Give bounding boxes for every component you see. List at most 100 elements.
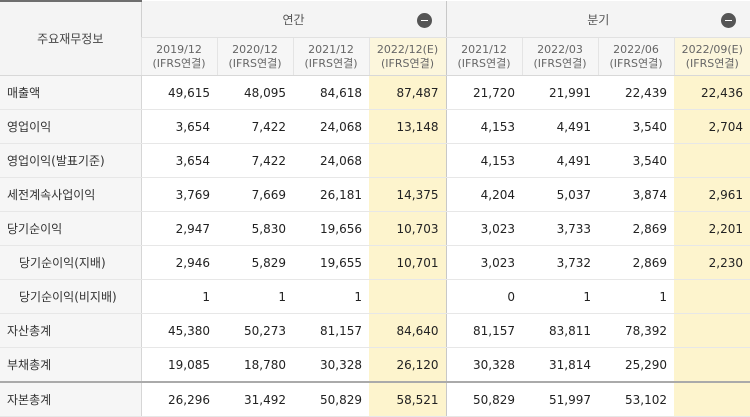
- table-row: 매출액 49,615 48,095 84,618 87,487 21,720 21,991 2…: [0, 75, 750, 110]
- table-row: 자산총계 45,380 50,273 81,157 84,640 81,157 83,811…: [0, 313, 750, 348]
- table-cell: 50,829: [293, 382, 369, 417]
- row-label: 자산총계: [0, 313, 142, 348]
- table-row: 당기순이익(지배) 2,946 5,829 19,655 10,701 3,023 3,73…: [0, 245, 750, 280]
- row-label: 부채총계: [0, 347, 142, 383]
- period-header-0: 2019/12 (IFRS연결): [140, 37, 217, 76]
- table-cell: 84,640: [369, 313, 446, 348]
- table-cell: 48,095: [217, 75, 293, 110]
- table-cell: 1: [141, 279, 217, 314]
- period-header-3: 2022/12(E) (IFRS연결): [368, 37, 446, 76]
- group-label-annual: 연간: [282, 13, 305, 27]
- table-cell: 5,830: [217, 211, 293, 246]
- table-cell: 2,201: [674, 211, 750, 246]
- table-cell: 2,869: [598, 245, 674, 280]
- basis-label: (IFRS연결): [152, 56, 206, 70]
- table-cell: 31,492: [217, 382, 293, 417]
- table-cell: [674, 347, 750, 383]
- period-label: 2021/12: [308, 42, 354, 56]
- table-cell: 3,654: [141, 143, 217, 178]
- period-header-4: 2021/12 (IFRS연결): [445, 37, 522, 76]
- table-cell: 50,829: [445, 382, 522, 417]
- group-header-quarterly: 분기: [445, 1, 750, 38]
- table-cell: 50,273: [217, 313, 293, 348]
- table-cell: 1: [522, 279, 598, 314]
- table-cell: 45,380: [141, 313, 217, 348]
- period-label: 2022/09(E): [681, 42, 743, 56]
- table-cell: 4,204: [445, 177, 522, 212]
- table-cell: 13,148: [369, 109, 446, 144]
- table-cell: 24,068: [293, 143, 369, 178]
- table-cell: 22,439: [598, 75, 674, 110]
- table-cell: 21,720: [445, 75, 522, 110]
- table-cell: 53,102: [598, 382, 674, 417]
- table-cell: 10,701: [369, 245, 446, 280]
- table-cell: [369, 279, 446, 314]
- table-cell: 19,655: [293, 245, 369, 280]
- table-cell: 19,656: [293, 211, 369, 246]
- table-cell: 83,811: [522, 313, 598, 348]
- row-label: 영업이익(발표기준): [0, 143, 142, 178]
- table-cell: 2,704: [674, 109, 750, 144]
- collapse-quarterly-icon[interactable]: [721, 13, 736, 28]
- table-cell: 3,732: [522, 245, 598, 280]
- table-row: 영업이익(발표기준) 3,654 7,422 24,068 4,153 4,491 3,54…: [0, 143, 750, 178]
- table-cell: 10,703: [369, 211, 446, 246]
- table-cell: 19,085: [141, 347, 217, 383]
- corner-header: 주요재무정보: [0, 0, 141, 76]
- table-cell: 1: [293, 279, 369, 314]
- table-cell: 49,615: [141, 75, 217, 110]
- table-row: 부채총계 19,085 18,780 30,328 26,120 30,328 31,814…: [0, 347, 750, 383]
- table-cell: 24,068: [293, 109, 369, 144]
- row-label: 영업이익: [0, 109, 142, 144]
- period-label: 2021/12: [461, 42, 507, 56]
- table-cell: 2,230: [674, 245, 750, 280]
- basis-label: (IFRS연결): [609, 56, 663, 70]
- row-label: 당기순이익(비지배): [0, 279, 142, 314]
- table-cell: 4,491: [522, 109, 598, 144]
- table-cell: 21,991: [522, 75, 598, 110]
- table-cell: 2,946: [141, 245, 217, 280]
- table-row: 당기순이익 2,947 5,830 19,656 10,703 3,023 3,733 2,8…: [0, 211, 750, 246]
- table-cell: 30,328: [293, 347, 369, 383]
- table-cell: 3,023: [445, 211, 522, 246]
- table-cell: 14,375: [369, 177, 446, 212]
- collapse-annual-icon[interactable]: [416, 13, 432, 28]
- table-row: 자본총계 26,296 31,492 50,829 58,521 50,829 51,997…: [0, 382, 750, 417]
- table-cell: 3,023: [445, 245, 522, 280]
- table-cell: 3,733: [522, 211, 598, 246]
- table-cell: 4,153: [445, 109, 522, 144]
- table-row: 당기순이익(비지배) 1 1 1 0 1 1: [0, 279, 750, 314]
- row-label: 매출액: [0, 75, 142, 110]
- basis-label: (IFRS연결): [533, 56, 587, 70]
- table-cell: 84,618: [293, 75, 369, 110]
- table-cell: 0: [445, 279, 522, 314]
- table-cell: 26,181: [293, 177, 369, 212]
- table-cell: 25,290: [598, 347, 674, 383]
- table-cell: 5,829: [217, 245, 293, 280]
- table-cell: 22,436: [674, 75, 750, 110]
- table-cell: [674, 279, 750, 314]
- table-cell: 3,874: [598, 177, 674, 212]
- table-cell: 2,961: [674, 177, 750, 212]
- table-cell: 78,392: [598, 313, 674, 348]
- table-cell: [674, 382, 750, 417]
- period-header-2: 2021/12 (IFRS연결): [292, 37, 369, 76]
- table-cell: 7,422: [217, 109, 293, 144]
- period-header-1: 2020/12 (IFRS연결): [216, 37, 293, 76]
- table-cell: 31,814: [522, 347, 598, 383]
- row-label: 당기순이익: [0, 211, 142, 246]
- table-cell: 51,997: [522, 382, 598, 417]
- table-cell: 81,157: [293, 313, 369, 348]
- table-cell: [674, 313, 750, 348]
- table-cell: 4,491: [522, 143, 598, 178]
- period-header-7: 2022/09(E) (IFRS연결): [673, 37, 750, 76]
- group-header-annual: 연간: [140, 1, 446, 38]
- table-cell: 26,296: [141, 382, 217, 417]
- period-label: 2022/03: [537, 42, 583, 56]
- table-cell: 2,869: [598, 211, 674, 246]
- period-header-6: 2022/06 (IFRS연결): [597, 37, 674, 76]
- table-row: 영업이익 3,654 7,422 24,068 13,148 4,153 4,491 3,54…: [0, 109, 750, 144]
- table-cell: [369, 143, 446, 178]
- table-cell: 26,120: [369, 347, 446, 383]
